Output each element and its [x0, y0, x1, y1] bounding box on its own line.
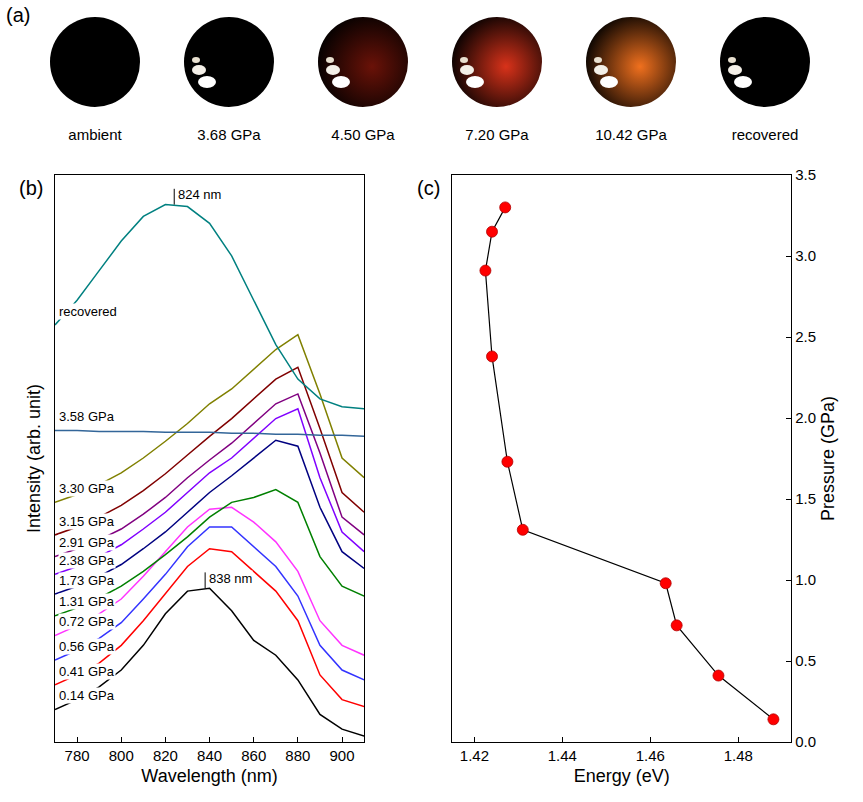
svg-text:2.91 GPa: 2.91 GPa — [59, 535, 115, 550]
svg-text:838 nm: 838 nm — [209, 571, 252, 586]
svg-text:900: 900 — [330, 747, 355, 764]
svg-text:0.56 GPa: 0.56 GPa — [59, 639, 115, 654]
svg-text:1.42: 1.42 — [460, 747, 489, 764]
svg-text:1.5: 1.5 — [795, 490, 816, 507]
svg-text:3.58 GPa: 3.58 GPa — [59, 409, 115, 424]
svg-text:1.46: 1.46 — [636, 747, 665, 764]
svg-text:3.68 GPa: 3.68 GPa — [197, 126, 261, 143]
svg-text:880: 880 — [285, 747, 310, 764]
svg-text:3.30 GPa: 3.30 GPa — [59, 481, 115, 496]
svg-text:824 nm: 824 nm — [178, 187, 221, 202]
svg-text:Wavelength (nm): Wavelength (nm) — [141, 766, 277, 786]
svg-text:recovered: recovered — [732, 126, 799, 143]
svg-text:7.20 GPa: 7.20 GPa — [465, 126, 529, 143]
svg-text:2.0: 2.0 — [795, 409, 816, 426]
svg-text:3.0: 3.0 — [795, 247, 816, 264]
svg-text:780: 780 — [65, 747, 90, 764]
svg-text:4.50 GPa: 4.50 GPa — [331, 126, 395, 143]
svg-text:1.48: 1.48 — [724, 747, 753, 764]
svg-text:1.31 GPa: 1.31 GPa — [59, 594, 115, 609]
svg-text:2.5: 2.5 — [795, 328, 816, 345]
svg-text:820: 820 — [153, 747, 178, 764]
svg-text:(a): (a) — [6, 4, 30, 26]
svg-text:0.0: 0.0 — [795, 733, 816, 750]
svg-text:1.0: 1.0 — [795, 571, 816, 588]
svg-text:2.38 GPa: 2.38 GPa — [59, 553, 115, 568]
svg-text:0.41 GPa: 0.41 GPa — [59, 664, 115, 679]
svg-text:0.72 GPa: 0.72 GPa — [59, 614, 115, 629]
svg-text:3.5: 3.5 — [795, 166, 816, 183]
svg-text:Pressure (GPa): Pressure (GPa) — [818, 396, 838, 521]
svg-text:Intensity (arb. unit): Intensity (arb. unit) — [24, 384, 44, 533]
svg-text:800: 800 — [109, 747, 134, 764]
svg-text:840: 840 — [197, 747, 222, 764]
svg-text:ambient: ambient — [68, 126, 122, 143]
svg-text:860: 860 — [241, 747, 266, 764]
svg-text:(c): (c) — [417, 177, 440, 199]
svg-text:10.42 GPa: 10.42 GPa — [595, 126, 667, 143]
svg-text:recovered: recovered — [59, 304, 117, 319]
svg-text:Energy (eV): Energy (eV) — [574, 766, 670, 786]
svg-text:0.14 GPa: 0.14 GPa — [59, 688, 115, 703]
svg-text:1.44: 1.44 — [548, 747, 577, 764]
svg-text:(b): (b) — [19, 177, 43, 199]
svg-text:3.15 GPa: 3.15 GPa — [59, 514, 115, 529]
svg-text:0.5: 0.5 — [795, 652, 816, 669]
svg-text:1.73 GPa: 1.73 GPa — [59, 573, 115, 588]
